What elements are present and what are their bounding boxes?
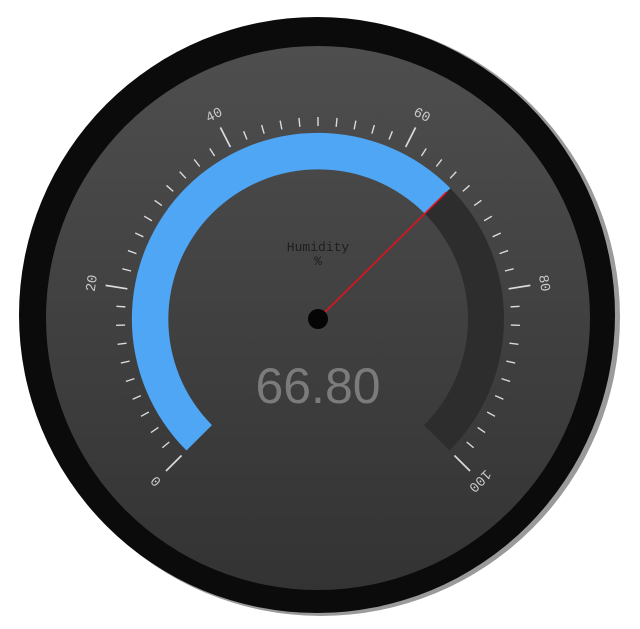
minor-tick [504, 268, 514, 272]
gauge-needle [317, 191, 447, 320]
minor-tick [298, 117, 301, 127]
minor-tick [449, 171, 457, 179]
minor-tick [166, 184, 174, 192]
needle-pivot [308, 309, 328, 329]
minor-tick [125, 377, 135, 383]
tick-label: 60 [410, 105, 432, 127]
gauge-unit: % [314, 254, 322, 269]
minor-tick [143, 215, 153, 222]
minor-tick [509, 342, 519, 346]
major-tick [105, 284, 128, 290]
minor-tick [335, 117, 338, 127]
minor-tick [462, 184, 470, 192]
tick-label: 40 [203, 105, 225, 127]
minor-tick [122, 268, 132, 272]
gauge-title: Humidity [287, 240, 350, 255]
minor-tick [501, 377, 511, 383]
minor-tick [179, 171, 187, 179]
minor-tick [483, 215, 493, 222]
major-tick [508, 284, 531, 290]
minor-tick [140, 411, 150, 417]
minor-tick [477, 426, 486, 434]
minor-tick [510, 305, 520, 308]
minor-tick [132, 395, 142, 400]
minor-tick [154, 199, 163, 207]
minor-tick [420, 148, 427, 157]
gauge-value-arc [131, 132, 451, 451]
minor-tick [486, 411, 496, 417]
minor-tick [435, 158, 443, 167]
minor-tick [116, 305, 126, 308]
minor-tick [279, 120, 283, 130]
major-tick [453, 454, 471, 472]
minor-tick [134, 232, 144, 238]
gauge-track-arc [424, 188, 504, 451]
minor-tick [260, 124, 265, 134]
minor-tick [499, 249, 509, 255]
tick-label: 80 [534, 274, 552, 293]
minor-tick [193, 158, 201, 167]
minor-tick [120, 360, 130, 364]
major-tick [165, 454, 183, 472]
minor-tick [353, 120, 357, 130]
minor-tick [492, 232, 502, 238]
minor-tick [506, 360, 516, 364]
minor-tick [388, 130, 394, 140]
minor-tick [242, 130, 248, 140]
minor-tick [127, 249, 137, 255]
major-tick [219, 127, 232, 148]
major-tick [404, 127, 417, 148]
gauge-ticks [105, 117, 531, 472]
minor-tick [209, 148, 216, 157]
minor-tick [117, 342, 127, 346]
minor-tick [494, 395, 504, 400]
tick-label: 20 [84, 274, 102, 293]
minor-tick [150, 426, 159, 434]
minor-tick [371, 124, 376, 134]
minor-tick [161, 441, 170, 449]
minor-tick [473, 199, 482, 207]
minor-tick [466, 441, 475, 449]
gauge-value-readout: 66.80 [255, 358, 380, 414]
